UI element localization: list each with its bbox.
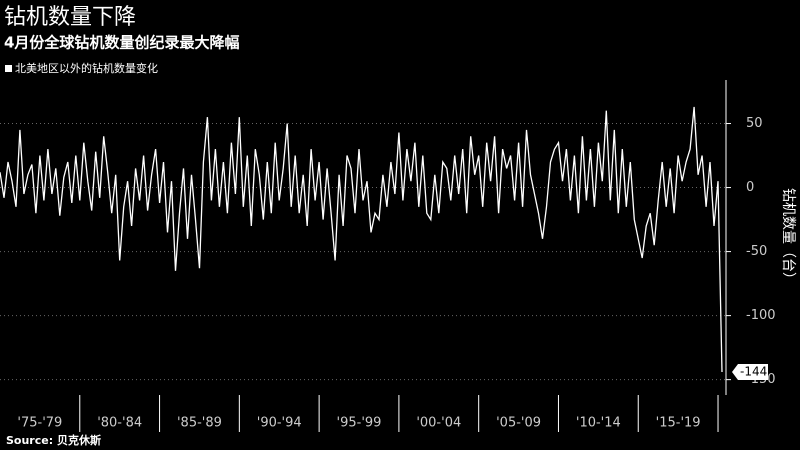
y-tick-label: -50 — [746, 244, 767, 259]
x-tick-label: '90-'94 — [257, 416, 302, 431]
x-tick-label: '85-'89 — [177, 416, 222, 431]
value-label: -144 — [740, 364, 767, 378]
x-tick-label: '15-'19 — [656, 416, 701, 431]
legend-swatch — [5, 65, 12, 72]
data-line — [0, 106, 723, 373]
y-tick-label: -100 — [746, 308, 776, 323]
y-tick-label: 50 — [746, 116, 763, 131]
x-tick-label: '10-'14 — [576, 416, 621, 431]
legend-label: 北美地区以外的钻机数量变化 — [15, 61, 158, 75]
x-tick-label: '75-'79 — [17, 416, 62, 431]
value-label-box — [732, 363, 768, 380]
source: Source: 贝克休斯 — [6, 433, 101, 447]
chart-title: 钻机数量下降 — [4, 5, 136, 30]
y-axis-label: 钻机数量（台） — [780, 188, 796, 286]
x-tick-label: '95-'99 — [337, 416, 382, 431]
x-tick-label: '80-'84 — [97, 416, 142, 431]
y-tick-label: 0 — [746, 180, 754, 195]
chart-subtitle: 4月份全球钻机数量创纪录最大降幅 — [4, 34, 239, 52]
x-tick-label: '00-'04 — [416, 416, 461, 431]
x-tick-label: '05-'09 — [496, 416, 541, 431]
